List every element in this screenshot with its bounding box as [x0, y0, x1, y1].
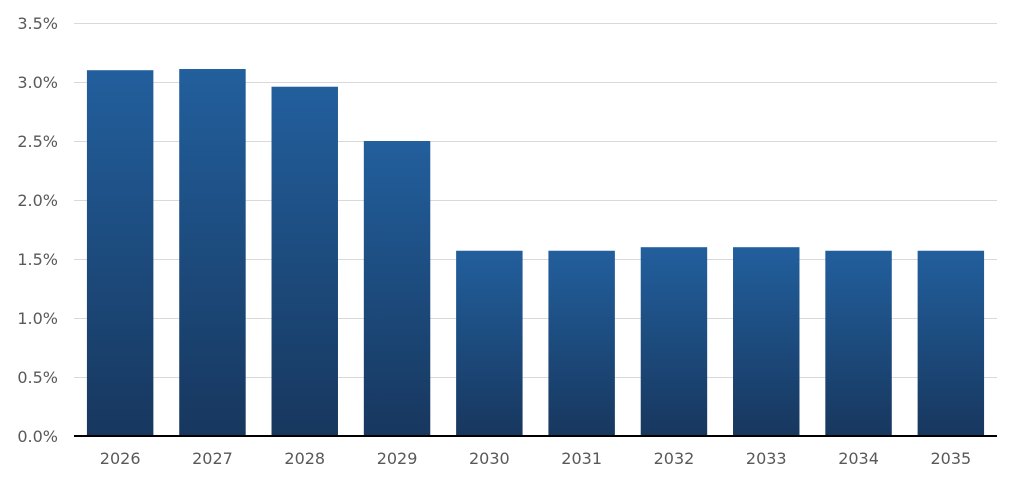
y-tick-label: 1.5%	[17, 250, 58, 269]
y-axis-tick-labels: 0.0% 0.5% 1.0% 1.5% 2.0% 2.5% 3.0% 3.5%	[17, 14, 58, 446]
y-tick-label: 1.0%	[17, 309, 58, 328]
x-tick-label: 2035	[930, 449, 971, 468]
bar-2032	[640, 247, 708, 436]
bar-2028	[271, 86, 338, 436]
y-tick-label: 2.0%	[17, 191, 58, 210]
x-tick-label: 2029	[377, 449, 418, 468]
bar-2027	[179, 69, 246, 437]
bar-2033	[733, 247, 800, 436]
bar-2034	[825, 250, 892, 436]
y-tick-label: 0.5%	[17, 368, 58, 387]
x-tick-label: 2033	[746, 449, 787, 468]
x-axis-tick-labels: 2026 2027 2028 2029 2030 2031 2032 2033 2034 2035	[100, 449, 971, 468]
y-tick-label: 2.5%	[17, 132, 58, 151]
x-tick-label: 2027	[192, 449, 233, 468]
bar-2035	[917, 250, 985, 436]
x-tick-label: 2030	[469, 449, 510, 468]
x-tick-label: 2028	[284, 449, 325, 468]
x-tick-label: 2034	[838, 449, 879, 468]
x-tick-label: 2032	[654, 449, 695, 468]
bars	[86, 69, 985, 437]
x-tick-label: 2026	[100, 449, 141, 468]
y-tick-label: 3.5%	[17, 14, 58, 33]
bar-2029	[363, 141, 431, 436]
y-tick-label: 0.0%	[17, 427, 58, 446]
bar-2026	[86, 70, 154, 436]
bar-2030	[456, 250, 523, 436]
x-tick-label: 2031	[561, 449, 602, 468]
bar-2031	[548, 250, 615, 436]
y-tick-label: 3.0%	[17, 73, 58, 92]
